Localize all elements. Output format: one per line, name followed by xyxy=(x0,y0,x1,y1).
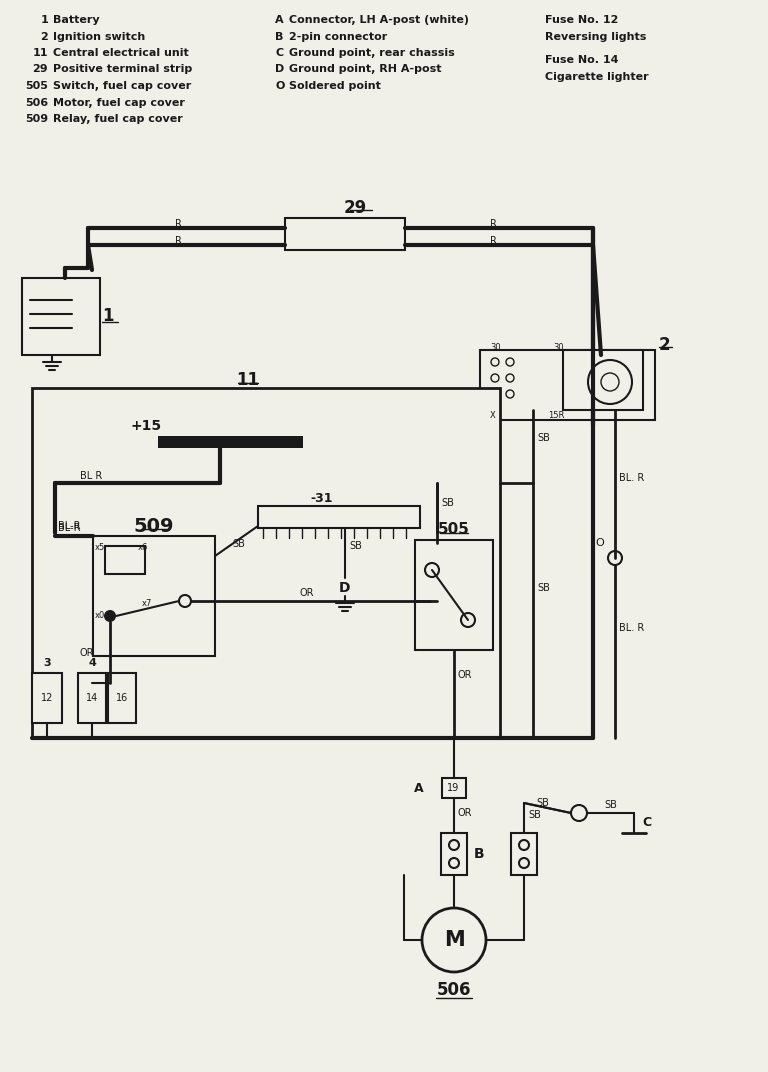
Text: 509: 509 xyxy=(25,114,48,124)
Text: Fuse No. 12: Fuse No. 12 xyxy=(545,15,618,25)
Text: 1: 1 xyxy=(102,307,114,325)
Text: OR: OR xyxy=(80,647,94,658)
Text: -31: -31 xyxy=(310,491,333,505)
Text: OR: OR xyxy=(300,589,315,598)
Text: Soldered point: Soldered point xyxy=(289,81,381,91)
Text: 1: 1 xyxy=(40,15,48,25)
Text: x0: x0 xyxy=(95,611,105,621)
Text: Motor, fuel cap cover: Motor, fuel cap cover xyxy=(53,98,185,107)
Bar xyxy=(258,506,420,528)
Text: x5: x5 xyxy=(95,544,105,552)
Text: BL. R: BL. R xyxy=(619,623,644,632)
Text: A: A xyxy=(414,781,424,794)
Bar xyxy=(32,388,500,738)
Text: Ground point, RH A-post: Ground point, RH A-post xyxy=(289,64,442,74)
Text: 19: 19 xyxy=(447,783,459,793)
Text: OR: OR xyxy=(458,670,472,680)
Text: Connector, LH A-post (white): Connector, LH A-post (white) xyxy=(289,15,469,25)
Text: 16: 16 xyxy=(116,693,128,703)
Text: 505: 505 xyxy=(25,81,48,91)
Text: 29: 29 xyxy=(32,64,48,74)
Text: R: R xyxy=(490,236,497,245)
Text: 4: 4 xyxy=(88,658,96,668)
Text: X: X xyxy=(490,411,496,419)
Bar xyxy=(108,673,136,723)
Text: 15R: 15R xyxy=(548,411,564,419)
Text: Central electrical unit: Central electrical unit xyxy=(53,48,189,58)
Text: 14: 14 xyxy=(86,693,98,703)
Text: D: D xyxy=(275,64,284,74)
Text: 506: 506 xyxy=(25,98,48,107)
Text: 30: 30 xyxy=(553,342,564,352)
Text: 509: 509 xyxy=(134,517,174,536)
Bar xyxy=(442,778,466,798)
Text: M: M xyxy=(444,930,465,950)
Bar xyxy=(285,218,405,250)
Text: SB: SB xyxy=(604,800,617,810)
Text: B: B xyxy=(275,31,283,42)
Text: 29: 29 xyxy=(343,199,366,217)
Text: 3: 3 xyxy=(43,658,51,668)
Text: 2-pin connector: 2-pin connector xyxy=(289,31,387,42)
Circle shape xyxy=(104,610,116,622)
Text: BL-R: BL-R xyxy=(58,521,81,531)
Bar xyxy=(22,278,100,355)
Text: 506: 506 xyxy=(437,981,472,999)
Bar xyxy=(78,673,106,723)
Text: BL R: BL R xyxy=(80,471,102,481)
Text: Fuse No. 14: Fuse No. 14 xyxy=(545,55,618,65)
Text: 12: 12 xyxy=(41,693,53,703)
Bar xyxy=(480,349,655,420)
Text: x7: x7 xyxy=(142,599,152,609)
Text: 30: 30 xyxy=(490,342,501,352)
Text: Cigarette lighter: Cigarette lighter xyxy=(545,72,649,81)
Text: Ground point, rear chassis: Ground point, rear chassis xyxy=(289,48,455,58)
Text: 11: 11 xyxy=(32,48,48,58)
Text: OR: OR xyxy=(458,808,472,818)
Text: R: R xyxy=(175,236,182,245)
Bar xyxy=(441,833,467,875)
Text: Battery: Battery xyxy=(53,15,100,25)
Text: SB: SB xyxy=(537,583,550,593)
Text: B: B xyxy=(474,847,485,861)
Text: R: R xyxy=(490,219,497,229)
Text: Reversing lights: Reversing lights xyxy=(545,31,647,42)
Text: 2: 2 xyxy=(659,336,670,354)
Text: Positive terminal strip: Positive terminal strip xyxy=(53,64,192,74)
Text: C: C xyxy=(642,817,651,830)
Text: D: D xyxy=(339,581,351,595)
Text: 2: 2 xyxy=(40,31,48,42)
Text: SB: SB xyxy=(536,798,549,808)
Bar xyxy=(563,349,643,410)
Bar xyxy=(158,436,303,448)
Text: C: C xyxy=(275,48,283,58)
Text: 11: 11 xyxy=(237,371,260,389)
Text: Relay, fuel cap cover: Relay, fuel cap cover xyxy=(53,114,183,124)
Text: O: O xyxy=(275,81,284,91)
Text: SB: SB xyxy=(537,433,550,443)
Text: SB: SB xyxy=(441,498,454,508)
Text: O: O xyxy=(595,538,604,548)
Text: R: R xyxy=(175,219,182,229)
Text: SB: SB xyxy=(349,541,362,551)
Text: SB: SB xyxy=(528,810,541,820)
Text: x6: x6 xyxy=(138,544,148,552)
Text: +15: +15 xyxy=(130,419,161,433)
Text: SB: SB xyxy=(232,539,245,549)
Text: 505: 505 xyxy=(438,522,470,537)
Bar xyxy=(32,673,62,723)
Text: A: A xyxy=(275,15,283,25)
Bar xyxy=(511,833,537,875)
Bar xyxy=(93,536,215,656)
Bar xyxy=(415,540,493,650)
Text: Switch, fuel cap cover: Switch, fuel cap cover xyxy=(53,81,191,91)
Text: BL. R: BL. R xyxy=(619,473,644,483)
Text: Ignition switch: Ignition switch xyxy=(53,31,145,42)
Text: BL-R: BL-R xyxy=(58,523,81,533)
Bar xyxy=(105,546,145,574)
